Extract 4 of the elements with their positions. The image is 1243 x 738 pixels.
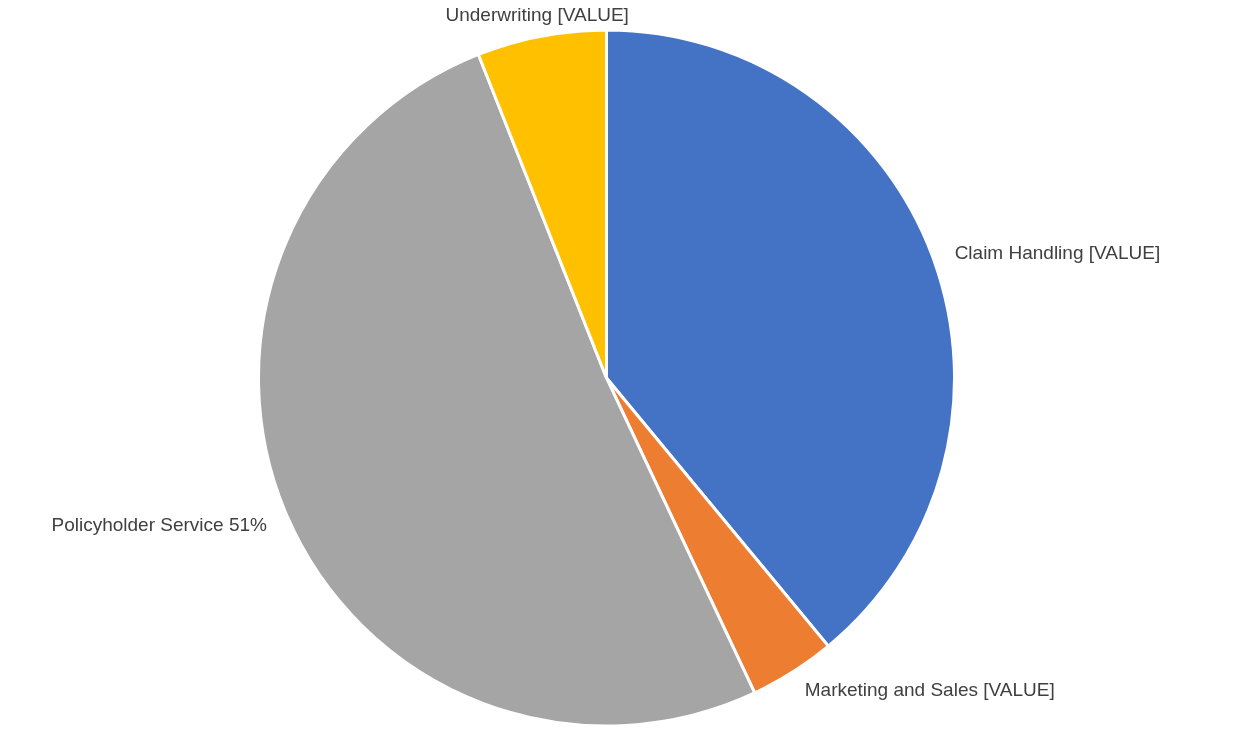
slice-label: Policyholder Service 51% — [51, 513, 268, 535]
slice-label: Underwriting [VALUE] — [445, 3, 629, 25]
slice-label: Claim Handling [VALUE] — [954, 241, 1161, 263]
slice-label: Marketing and Sales [VALUE] — [804, 679, 1055, 701]
